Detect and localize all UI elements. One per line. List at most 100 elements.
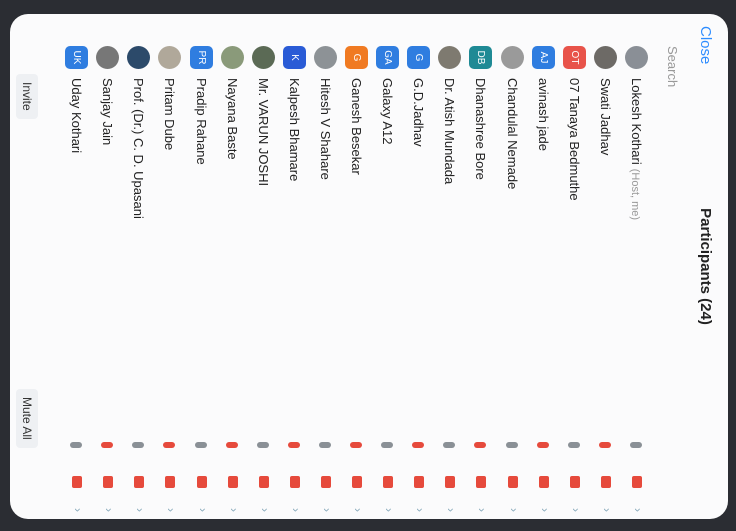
video-icon <box>197 476 207 488</box>
video-icon <box>72 476 82 488</box>
video-icon <box>508 476 518 488</box>
avatar <box>221 46 244 69</box>
video-icon <box>414 476 424 488</box>
name-text: Swati Jadhav <box>598 78 613 155</box>
participant-name: Swati Jadhav <box>598 78 613 155</box>
video-icon <box>321 476 331 488</box>
participant-name: Prof. (Dr.) C. D. Upasani <box>131 78 146 219</box>
participant-row[interactable]: Lokesh Kothari(Host, me)› <box>621 14 652 519</box>
name-text: Mr. VARUN JOSHI <box>256 78 271 186</box>
mic-icon <box>70 442 82 448</box>
participant-row[interactable]: Dr. Atish Mundada› <box>434 14 465 519</box>
mic-icon <box>101 442 113 448</box>
participant-name: Chandulal Nemade <box>505 78 520 189</box>
avatar: OT <box>563 46 586 69</box>
chevron: › <box>71 508 85 512</box>
participant-row[interactable]: Sanjay Jain › <box>92 14 123 519</box>
avatar <box>159 46 182 69</box>
name-text: Chandulal Nemade <box>505 78 520 189</box>
chevron: › <box>102 508 116 512</box>
chevron: › <box>289 508 303 512</box>
mic-icon <box>443 442 455 448</box>
mic-icon <box>599 442 611 448</box>
mic-icon <box>195 442 207 448</box>
participant-name: Pritam Dube <box>163 78 178 150</box>
name-text: Dr. Atish Mundada <box>442 78 457 184</box>
chevron: › <box>165 508 179 512</box>
header: Close Participants (24) <box>686 14 728 519</box>
video-icon <box>570 476 580 488</box>
avatar <box>594 46 617 69</box>
video-icon <box>290 476 300 488</box>
participant-row[interactable]: AJ avinash jade › <box>528 14 559 519</box>
chevron: › <box>538 508 552 512</box>
avatar: UK <box>65 46 88 69</box>
mic-icon <box>350 442 362 448</box>
mic-icon <box>319 442 331 448</box>
mic-icon <box>288 442 300 448</box>
participant-row[interactable]: Pritam Dube › <box>155 14 186 519</box>
rotated-screen: Close Participants (24) Search Lokesh Ko… <box>0 0 736 531</box>
panel-title: Participants (24) <box>697 14 714 519</box>
participant-row[interactable]: Chandulal Nemade› <box>497 14 528 519</box>
video-icon <box>103 476 113 488</box>
chevron: › <box>413 508 427 512</box>
mic-icon <box>630 442 642 448</box>
name-text: Galaxy A12 <box>380 78 395 145</box>
participant-row[interactable]: PR Pradip Rahane › <box>186 14 217 519</box>
mic-icon <box>537 442 549 448</box>
participant-row[interactable]: K Kalpesh Bhamare › <box>279 14 310 519</box>
participant-name: Nayana Baste <box>225 78 240 160</box>
name-text: 07 Tanaya Bedmuthe <box>567 78 582 201</box>
participant-name: avinash jade <box>536 78 551 151</box>
participant-name: Kalpesh Bhamare <box>287 78 302 181</box>
chevron: › <box>569 508 583 512</box>
participant-row[interactable]: Swati Jadhav› <box>590 14 621 519</box>
mute-all-button[interactable]: Mute All <box>16 389 38 448</box>
video-icon <box>166 476 176 488</box>
participant-row[interactable]: Prof. (Dr.) C. D. Upasani› <box>123 14 154 519</box>
avatar: K <box>283 46 306 69</box>
avatar: G <box>407 46 430 69</box>
participants-panel: Close Participants (24) Search Lokesh Ko… <box>10 14 728 519</box>
avatar <box>252 46 275 69</box>
avatar <box>625 46 648 69</box>
avatar <box>127 46 150 69</box>
name-text: Dhanashree Bore <box>474 78 489 180</box>
name-text: Pradip Rahane <box>194 78 209 165</box>
participant-name: Ganesh Besekar <box>349 78 364 175</box>
chevron: › <box>196 508 210 512</box>
invite-button[interactable]: Invite <box>16 74 38 119</box>
mic-icon <box>506 442 518 448</box>
name-text: Ganesh Besekar <box>349 78 364 175</box>
video-icon <box>601 476 611 488</box>
mic-icon <box>381 442 393 448</box>
avatar: PR <box>190 46 213 69</box>
mic-icon <box>226 442 238 448</box>
avatar: AJ <box>532 46 555 69</box>
chevron: › <box>227 508 241 512</box>
search-box[interactable]: Search <box>660 24 684 516</box>
participant-name: Mr. VARUN JOSHI <box>256 78 271 186</box>
video-icon <box>383 476 393 488</box>
video-icon <box>259 476 269 488</box>
mic-icon <box>568 442 580 448</box>
participant-name: Galaxy A12 <box>380 78 395 145</box>
chevron: › <box>320 508 334 512</box>
mic-icon <box>132 442 144 448</box>
chevron: › <box>351 508 365 512</box>
participant-row[interactable]: Mr. VARUN JOSHI› <box>248 14 279 519</box>
chevron: › <box>476 508 490 512</box>
page: Close Participants (24) Search Lokesh Ko… <box>0 0 736 531</box>
participant-row[interactable]: Hitesh V Shahare› <box>310 14 341 519</box>
participant-row[interactable]: Nayana Baste › <box>217 14 248 519</box>
video-icon <box>445 476 455 488</box>
avatar <box>501 46 524 69</box>
participant-row[interactable]: OT 07 Tanaya Bedmuthe › <box>559 14 590 519</box>
participant-name: Sanjay Jain <box>100 78 115 145</box>
